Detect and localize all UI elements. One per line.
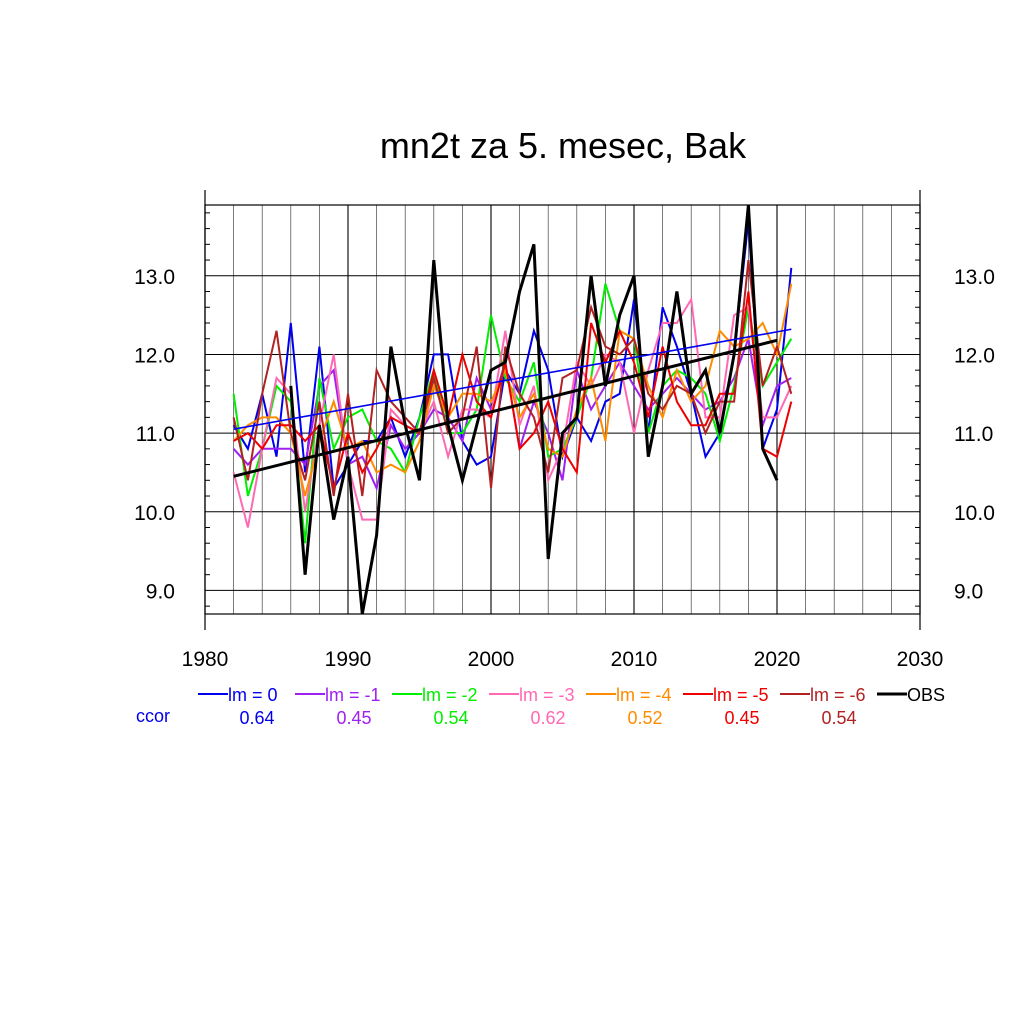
plot-frame	[204, 190, 921, 630]
ccor-value: 0.64	[239, 708, 274, 728]
legend-label: lm = 0	[228, 685, 278, 705]
ccor-value: 0.52	[627, 708, 662, 728]
legend-label: OBS	[907, 685, 945, 705]
y-tick-label-left: 9.0	[146, 580, 175, 603]
y-tick-label-left: 10.0	[134, 502, 175, 525]
ccor-value: 0.45	[724, 708, 759, 728]
legend-label: lm = -3	[519, 685, 575, 705]
y-tick-label-right: 11.0	[954, 423, 993, 446]
series-line-lm-4	[232, 283, 793, 497]
x-tick-label: 2010	[611, 648, 658, 671]
series-line-lm-3	[232, 296, 793, 528]
ccor-label: ccor	[136, 706, 170, 726]
legend-label: lm = -4	[616, 685, 672, 705]
series-line-obs	[289, 204, 779, 615]
x-tick-label: 2020	[754, 648, 801, 671]
ccor-value: 0.54	[821, 708, 856, 728]
x-tick-label: 2030	[897, 648, 944, 671]
y-tick-label-left: 11.0	[136, 423, 175, 446]
y-tick-label-right: 12.0	[954, 344, 995, 367]
y-tick-label-left: 12.0	[134, 344, 175, 367]
legend: lm = 0 0.64 lm = -1 0.45 lm = -2 0.54 lm = -3 0…	[136, 685, 945, 728]
x-tick-label: 1980	[182, 648, 229, 671]
legend-label: lm = -1	[325, 685, 381, 705]
y-axis-ticks: 9.0 9.0 10.0 10.0 11.0 11.0 12.0 12.0 13.0 13.0	[134, 266, 995, 604]
x-tick-label: 1990	[325, 648, 372, 671]
ccor-value: 0.45	[336, 708, 371, 728]
y-tick-label-right: 10.0	[954, 502, 995, 525]
series-line-lm-2	[232, 283, 793, 544]
chart-title: mn2t za 5. mesec, Bak	[380, 125, 747, 166]
trend-line-lm-0	[233, 328, 792, 430]
trend-line-obs	[233, 338, 778, 478]
ccor-value: 0.54	[433, 708, 468, 728]
trend-lines	[233, 328, 792, 478]
legend-label: lm = -2	[422, 685, 478, 705]
y-tick-label-right: 13.0	[954, 266, 995, 289]
series-line-lm-6	[232, 259, 793, 497]
legend-label: lm = -5	[713, 685, 769, 705]
legend-label: lm = -6	[810, 685, 866, 705]
y-tick-label-right: 9.0	[954, 580, 983, 603]
x-axis-ticks: 1980 1990 2000 2010 2020 2030	[182, 648, 944, 671]
series-lines	[232, 204, 793, 615]
x-tick-label: 2000	[468, 648, 515, 671]
y-tick-label-left: 13.0	[134, 266, 175, 289]
ccor-value: 0.62	[530, 708, 565, 728]
